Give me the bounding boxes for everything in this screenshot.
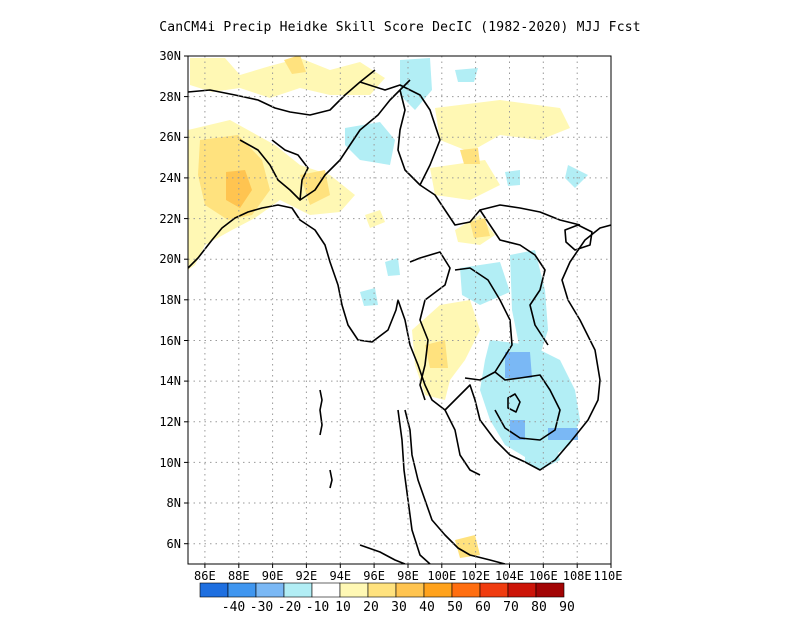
lake-tonle	[507, 393, 521, 413]
colorbar-label: 40	[419, 600, 435, 615]
region-cyan-small-1	[455, 68, 478, 82]
lon-label: 96E	[363, 569, 385, 583]
region-lightblue-cambodia	[505, 352, 532, 378]
island-andaman-1	[319, 389, 323, 436]
colorbar-label: 20	[363, 600, 379, 615]
lon-labels: 86E 88E 90E 92E 94E 96E 98E 100E 102E 10…	[194, 569, 622, 583]
lat-labels: 30N 28N 26N 24N 22N 20N 18N 16N 14N 12N …	[159, 49, 181, 551]
region-orange-laos	[470, 218, 490, 238]
region-cyan-laos-w	[460, 262, 510, 305]
colorbar-label: 50	[447, 600, 463, 615]
colorbar-labels: -40 -30 -20 -10 10 20 30 40 50 60 70 80 …	[222, 600, 575, 615]
lon-label: 104E	[495, 569, 524, 583]
lat-label: 10N	[159, 456, 181, 470]
lat-label: 26N	[159, 130, 181, 144]
region-cyan-laos-e	[510, 250, 548, 355]
coastline-india-bay	[188, 204, 611, 471]
region-cyan-ne-3	[565, 165, 588, 188]
colorbar-swatch	[255, 582, 285, 598]
lat-label: 8N	[167, 496, 181, 510]
island-hainan	[564, 224, 593, 251]
plot-frame	[187, 55, 612, 565]
colorbar-label: 10	[335, 600, 351, 615]
coastline-sumatra	[359, 544, 406, 564]
coastline-malay	[404, 409, 506, 564]
region-yellow-south	[455, 535, 480, 558]
lon-label: 92E	[296, 569, 318, 583]
region-lightblue-south-2	[548, 428, 578, 440]
colorbar-swatch	[199, 582, 229, 598]
lon-label: 86E	[194, 569, 216, 583]
lat-label: 16N	[159, 334, 181, 348]
lon-label: 98E	[397, 569, 419, 583]
colorbar-swatch	[227, 582, 257, 598]
lon-label: 110E	[594, 569, 623, 583]
region-lightblue-south	[510, 420, 525, 440]
colorbar-swatch	[535, 582, 565, 598]
colorbar-swatch	[311, 582, 341, 598]
border-nepal-bhutan	[188, 69, 376, 116]
colorbar-label: -20	[278, 600, 301, 615]
border-cambodia	[494, 371, 561, 441]
region-yellow-ne2	[430, 160, 500, 200]
lat-label: 30N	[159, 49, 181, 63]
colorbar-swatch	[507, 582, 537, 598]
map-title: CanCM4i Precip Heidke Skill Score DecIC …	[159, 20, 641, 35]
colorbar-label: 60	[475, 600, 491, 615]
lon-label: 88E	[228, 569, 250, 583]
border-myanmar-w	[299, 79, 411, 201]
region-orange-ne	[460, 148, 480, 164]
region-cyan-myanmar-s	[360, 288, 378, 306]
border-tibet	[359, 81, 441, 186]
lat-label: 12N	[159, 415, 181, 429]
colorbar-swatch	[283, 582, 313, 598]
lon-label: 106E	[529, 569, 558, 583]
lat-label: 6N	[167, 537, 181, 551]
colorbar-swatch	[395, 582, 425, 598]
coastline-gulf	[444, 409, 481, 476]
colorbar-label: -10	[306, 600, 329, 615]
colorbar-label: 80	[531, 600, 547, 615]
lat-label: 24N	[159, 171, 181, 185]
lat-label: 20N	[159, 252, 181, 266]
colorbar	[199, 582, 565, 598]
colorbar-label: -30	[250, 600, 273, 615]
lat-label: 22N	[159, 212, 181, 226]
lon-label: 102E	[461, 569, 490, 583]
colorbar-label: -40	[222, 600, 245, 615]
colorbar-swatch	[451, 582, 481, 598]
lat-label: 28N	[159, 90, 181, 104]
colorbar-label: 70	[503, 600, 519, 615]
lon-label: 100E	[427, 569, 456, 583]
island-andaman-2	[329, 469, 333, 489]
lat-label: 14N	[159, 374, 181, 388]
map-grid	[188, 56, 611, 564]
shaded-regions	[188, 56, 588, 558]
axis-ticks	[184, 55, 612, 568]
colorbar-label: 90	[559, 600, 575, 615]
lon-label: 94E	[329, 569, 351, 583]
region-yellow-north	[190, 58, 385, 98]
region-orange-thailand	[425, 340, 448, 368]
lat-label: 18N	[159, 293, 181, 307]
border-vietnam-china	[479, 204, 581, 226]
colorbar-label: 30	[391, 600, 407, 615]
border-myanmar-e	[397, 89, 549, 346]
colorbar-swatch	[339, 582, 369, 598]
lon-label: 108E	[563, 569, 592, 583]
coastline-malay-w	[397, 409, 431, 564]
colorbar-swatch	[367, 582, 397, 598]
region-cyan-myanmar-c	[385, 258, 400, 276]
lon-label: 90E	[262, 569, 284, 583]
region-yellow-ne	[435, 100, 570, 152]
colorbar-swatch	[423, 582, 453, 598]
region-yellow-tibet	[284, 56, 306, 74]
colorbar-swatch	[479, 582, 509, 598]
